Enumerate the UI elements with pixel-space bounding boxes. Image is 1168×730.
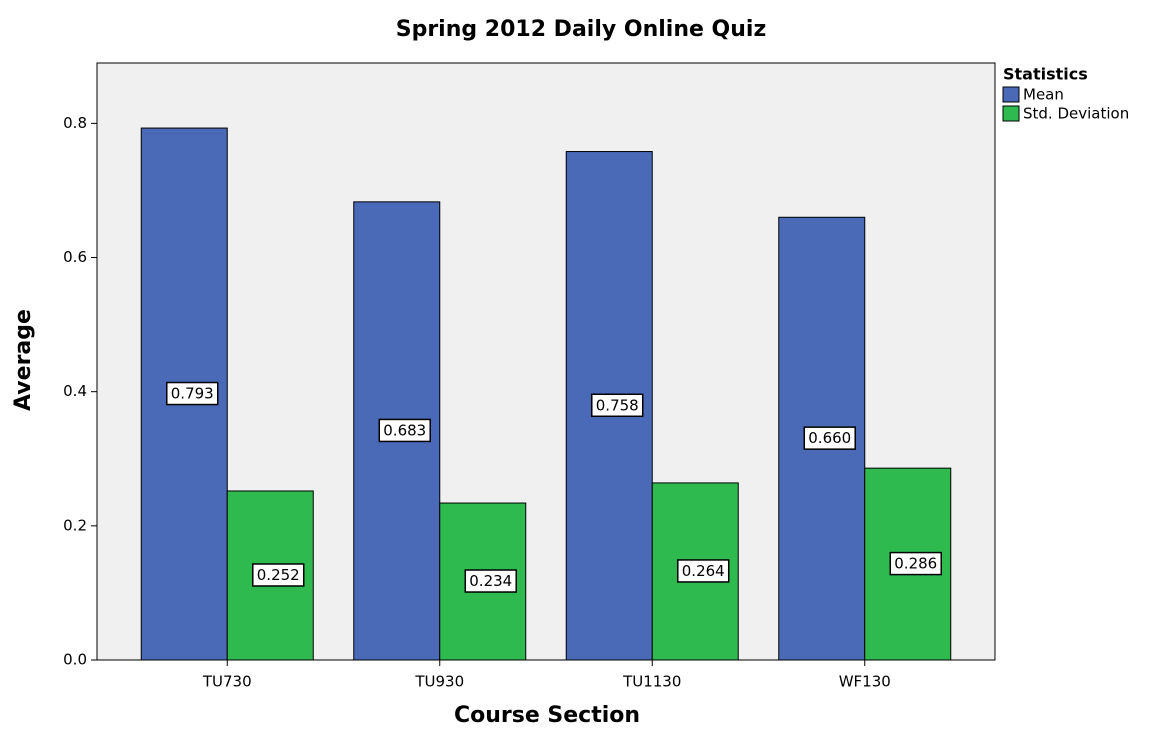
y-axis-label: Average: [11, 309, 36, 411]
value-label: 0.758: [596, 396, 639, 414]
value-label: 0.264: [682, 562, 725, 580]
value-label-box: [591, 393, 644, 418]
x-tick-label: TU930: [414, 673, 464, 691]
legend-label: Mean: [1023, 86, 1064, 104]
x-axis-label: Course Section: [454, 703, 640, 728]
value-label: 0.286: [894, 555, 937, 573]
legend-label: Std. Deviation: [1023, 105, 1129, 123]
value-label-box: [677, 559, 730, 583]
y-tick-label: 0.4: [63, 382, 87, 400]
y-tick-label: 0.2: [63, 516, 87, 534]
y-tick-label: 0.8: [63, 114, 87, 132]
value-label: 0.683: [383, 421, 426, 439]
x-tick-label: TU1130: [622, 673, 681, 691]
value-label: 0.234: [469, 572, 512, 590]
value-label: 0.793: [171, 385, 214, 403]
chart-title: Spring 2012 Daily Online Quiz: [396, 17, 767, 42]
x-tick-label: TU730: [202, 673, 252, 691]
value-label-box: [803, 426, 856, 450]
value-label: 0.660: [808, 429, 851, 447]
value-label-box: [464, 569, 517, 593]
value-label: 0.252: [257, 566, 300, 584]
legend-title: Statistics: [1003, 65, 1088, 84]
y-tick-label: 0.0: [63, 651, 87, 669]
y-tick-label: 0.6: [63, 248, 87, 266]
value-label-box: [166, 381, 219, 406]
legend-swatch: [1002, 86, 1020, 103]
value-label-box: [889, 551, 942, 576]
legend-swatch: [1002, 105, 1020, 122]
x-tick-label: WF130: [839, 673, 891, 691]
value-label-box: [252, 563, 305, 587]
value-label-box: [378, 418, 431, 443]
